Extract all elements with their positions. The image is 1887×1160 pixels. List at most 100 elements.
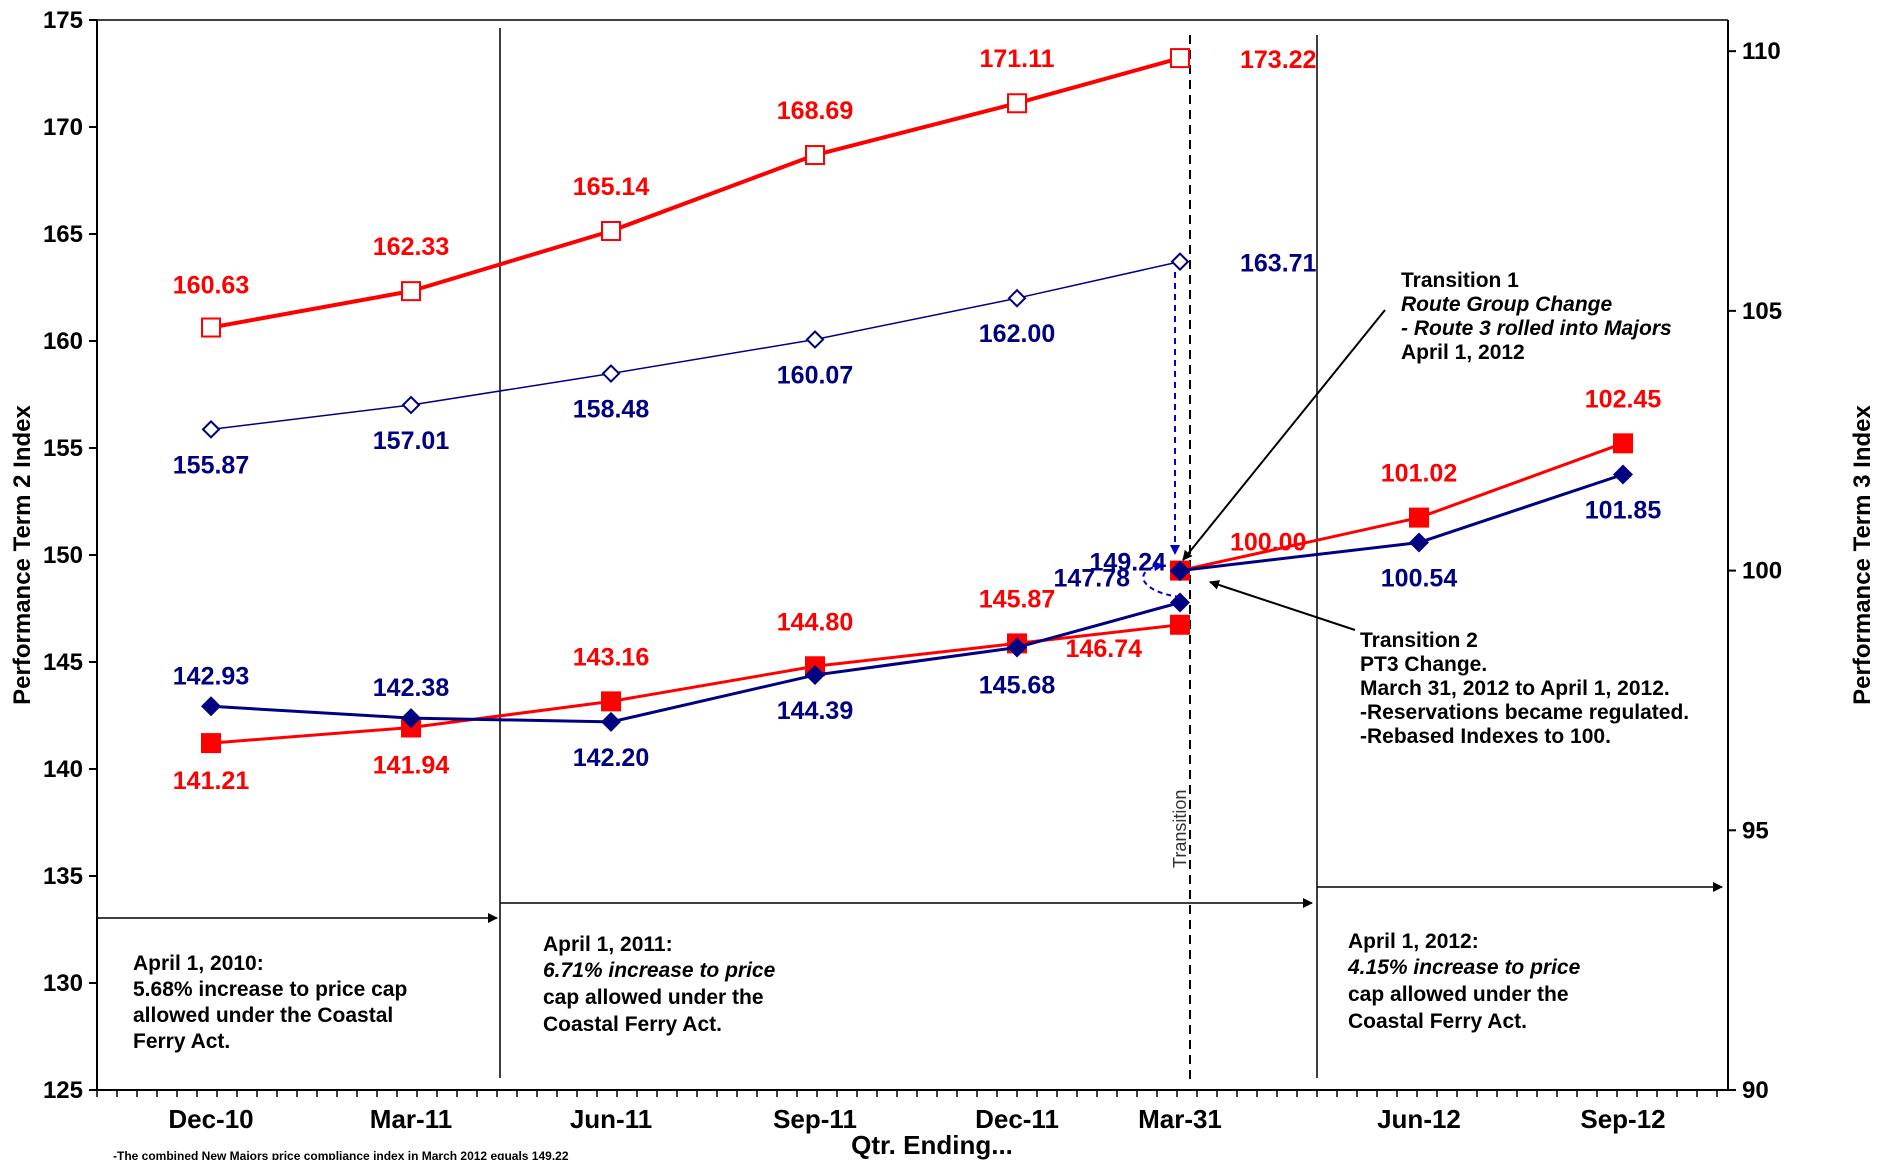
x-tick-label: Sep-11 xyxy=(773,1104,857,1134)
data-label: 157.01 xyxy=(373,427,450,455)
data-label: 162.33 xyxy=(373,233,449,261)
data-label: 144.39 xyxy=(777,697,853,725)
series-point xyxy=(805,145,825,166)
x-ticks: Dec-10 Mar-11 Jun-11 Sep-11 Dec-11 Mar-31 Jun-… xyxy=(96,1090,1718,1134)
y-right-ticks: 90 95 100 105 110 xyxy=(1728,38,1782,1104)
y-tick-label: 130 xyxy=(43,970,83,997)
data-label: 143.16 xyxy=(573,643,649,671)
data-label: 160.07 xyxy=(777,362,853,390)
data-label: 158.48 xyxy=(573,396,650,424)
series-1: 155.87 157.01 158.48 160.07 162.00 163.71 xyxy=(173,250,1317,480)
period-note-2012: April 1, 2012: 4.15% increase to price c… xyxy=(1347,930,1581,1033)
t1-title: Transition 1 xyxy=(1401,269,1519,292)
series-point xyxy=(401,708,421,729)
y2-axis-title: Performance Term 3 Index xyxy=(1849,405,1876,705)
period-note-2010-line4: Ferry Act. xyxy=(133,1030,230,1053)
period-arrows xyxy=(97,882,1723,923)
x-tick-label: Jun-11 xyxy=(570,1104,652,1134)
period-note-2012-line4: Coastal Ferry Act. xyxy=(1348,1010,1527,1033)
series-point xyxy=(601,221,621,242)
series-point xyxy=(201,733,221,754)
data-label: 171.11 xyxy=(979,45,1054,73)
period-note-2011-line3: cap allowed under the xyxy=(543,986,764,1009)
series-point xyxy=(1007,637,1027,658)
data-label: 145.87 xyxy=(979,585,1055,613)
blue-curve-arrow xyxy=(1142,561,1181,598)
y-tick-label: 160 xyxy=(43,328,83,355)
x-tick-label: Mar-11 xyxy=(370,1104,452,1134)
t2-line3: March 31, 2012 to April 1, 2012. xyxy=(1360,677,1670,700)
y-tick-label: 150 xyxy=(43,542,83,569)
period-note-2010: April 1, 2010: 5.68% increase to price c… xyxy=(133,952,407,1053)
y2-tick-label: 90 xyxy=(1742,1077,1769,1104)
period-note-2010-line3: allowed under the Coastal xyxy=(133,1004,393,1027)
data-label: 141.21 xyxy=(173,767,250,795)
y-tick-label: 175 xyxy=(43,7,83,34)
data-label: 141.94 xyxy=(373,751,450,779)
data-label: 142.93 xyxy=(173,662,249,690)
x-tick-label: Dec-10 xyxy=(168,1104,253,1134)
series-3: 142.93 142.38 142.20 144.39 145.68 147.78 xyxy=(173,565,1190,772)
data-label: 101.02 xyxy=(1381,460,1457,488)
series-point xyxy=(601,711,621,732)
special-point-label: 149.24 xyxy=(1090,548,1167,576)
x-tick-label: Mar-31 xyxy=(1138,1104,1222,1134)
data-label: 100.54 xyxy=(1381,565,1458,593)
series-5: 100.54 101.85 xyxy=(1170,464,1662,593)
period-note-2011-line2: 6.71% increase to price xyxy=(543,959,776,982)
series-point xyxy=(1409,507,1429,528)
series-line xyxy=(210,56,1181,330)
data-label: 145.68 xyxy=(979,671,1056,699)
y-tick-label: 135 xyxy=(43,863,83,890)
series-point xyxy=(1409,532,1429,553)
series-point xyxy=(805,330,825,349)
series-point xyxy=(601,364,621,383)
t1-line3: April 1, 2012 xyxy=(1401,341,1525,364)
series-point xyxy=(1170,48,1190,69)
y-axis-title: Performance Term 2 Index xyxy=(9,405,36,705)
y-tick-label: 165 xyxy=(43,221,83,248)
period-note-2010-line2: 5.68% increase to price cap xyxy=(133,978,407,1001)
x-tick-label: Dec-11 xyxy=(975,1104,1059,1134)
data-label: 168.69 xyxy=(777,97,853,125)
period-note-2012-line1: April 1, 2012: xyxy=(1348,930,1479,953)
t2-line5: -Rebased Indexes to 100. xyxy=(1360,725,1611,748)
y2-tick-label: 105 xyxy=(1742,298,1782,325)
t1-line1: Route Group Change xyxy=(1401,293,1612,316)
y-tick-label: 145 xyxy=(43,649,83,676)
transition-2-annotation: Transition 2 PT3 Change. March 31, 2012 … xyxy=(1209,580,1689,748)
y2-tick-label: 110 xyxy=(1742,38,1781,65)
special-point xyxy=(1170,561,1190,582)
y-tick-label: 170 xyxy=(43,114,83,141)
y2-tick-label: 95 xyxy=(1742,817,1769,844)
y-tick-label: 125 xyxy=(43,1077,83,1104)
data-label: 147.78 xyxy=(1054,565,1131,593)
x-tick-label: Sep-12 xyxy=(1580,1104,1665,1134)
series-point xyxy=(401,395,421,415)
t2-line1: Transition 2 xyxy=(1360,629,1478,652)
t2-line2: PT3 Change. xyxy=(1360,653,1487,676)
y-tick-label: 155 xyxy=(43,435,83,462)
series-2: 141.21 141.94 143.16 144.80 145.87 146.74 xyxy=(173,585,1190,795)
period-note-2012-line3: cap allowed under the xyxy=(1348,983,1569,1006)
data-label: 101.85 xyxy=(1585,496,1662,524)
series-0: 160.63 162.33 165.14 168.69 171.11 173.22 xyxy=(173,45,1316,338)
data-label: 102.45 xyxy=(1585,385,1662,413)
x-tick-label: Jun-12 xyxy=(1377,1104,1461,1134)
period-note-2010-line1: April 1, 2010: xyxy=(133,952,264,975)
series-point xyxy=(1170,614,1190,635)
y2-tick-label: 100 xyxy=(1742,558,1782,585)
special-point-group: 149.24 xyxy=(1090,548,1190,582)
x-axis-title: Qtr. Ending... xyxy=(851,1130,1013,1160)
y-tick-label: 140 xyxy=(43,756,83,783)
t1-pointer-arrow xyxy=(1182,309,1386,561)
series-point xyxy=(601,691,621,712)
series-point xyxy=(1170,252,1190,272)
series-point xyxy=(401,281,421,302)
data-label: 146.74 xyxy=(1066,635,1143,663)
data-label: 100.00 xyxy=(1230,529,1306,557)
period-note-2012-line2: 4.15% increase to price xyxy=(1347,956,1581,979)
data-label: 160.63 xyxy=(173,272,249,300)
plot-frame xyxy=(96,19,1729,1091)
